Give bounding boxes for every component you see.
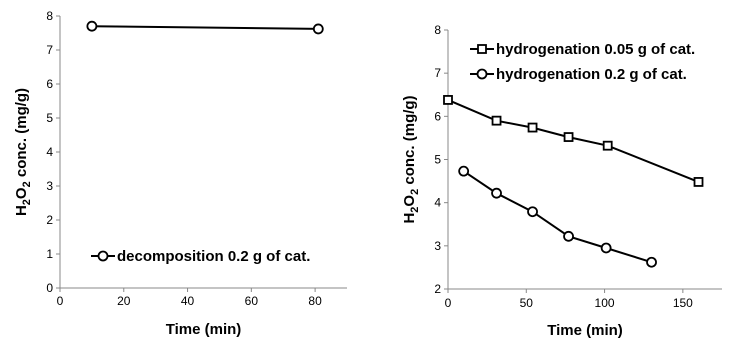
data-point xyxy=(491,115,502,126)
y-tick-label: 3 xyxy=(434,239,441,253)
series-line xyxy=(91,25,319,30)
data-point xyxy=(443,95,453,105)
data-point xyxy=(693,177,704,187)
legend-label: hydrogenation 0.2 g of cat. xyxy=(496,66,687,83)
x-axis-title: Time (min) xyxy=(547,322,623,339)
series-line xyxy=(447,98,699,183)
y-axis-title-part: O xyxy=(13,187,30,199)
y-tick-label: 5 xyxy=(434,153,441,167)
data-point xyxy=(646,256,657,268)
y-tick-label: 4 xyxy=(434,196,441,210)
legend-marker xyxy=(477,44,487,54)
y-axis-title: H2O2 conc. (mg/g) xyxy=(13,88,33,216)
y-tick-label: 8 xyxy=(46,9,53,23)
y-tick-label: 6 xyxy=(46,77,53,91)
x-tick-label: 20 xyxy=(117,294,131,308)
y-tick-label: 5 xyxy=(46,111,53,125)
data-point xyxy=(563,230,574,242)
data-point xyxy=(312,23,324,35)
x-tick-label: 150 xyxy=(673,296,693,310)
y-axis-title-part: H xyxy=(13,205,30,216)
y-axis-title-subscript: 2 xyxy=(21,199,33,205)
data-point xyxy=(527,122,538,133)
data-point xyxy=(458,165,470,177)
x-tick-label: 80 xyxy=(308,294,322,308)
data-point xyxy=(86,20,98,32)
legend-label: hydrogenation 0.05 g of cat. xyxy=(496,41,695,58)
y-tick-label: 6 xyxy=(434,109,441,123)
y-axis-title-part: O xyxy=(401,195,418,207)
x-tick-label: 40 xyxy=(181,294,195,308)
x-tick-label: 100 xyxy=(595,296,615,310)
data-point xyxy=(527,206,538,218)
y-tick-label: 3 xyxy=(46,179,53,193)
series-line xyxy=(463,170,652,264)
y-axis-title: H2O2 conc. (mg/g) xyxy=(401,95,421,223)
y-axis-title-subscript: 2 xyxy=(409,189,421,195)
data-point xyxy=(600,242,612,254)
y-axis-title-part: conc. (mg/g) xyxy=(13,88,30,181)
legend-marker xyxy=(476,68,488,80)
y-axis-title-part: H xyxy=(401,213,418,224)
x-axis-title: Time (min) xyxy=(166,321,242,338)
legend-marker xyxy=(97,250,109,262)
y-axis-title-subscript: 2 xyxy=(21,181,33,187)
legend-label: decomposition 0.2 g of cat. xyxy=(117,248,310,265)
x-tick-label: 50 xyxy=(520,296,534,310)
x-tick-label: 60 xyxy=(245,294,259,308)
data-point xyxy=(491,187,502,199)
y-axis-title-part: conc. (mg/g) xyxy=(401,95,418,188)
x-tick-label: 0 xyxy=(445,296,452,310)
x-tick-label: 0 xyxy=(57,294,64,308)
y-tick-label: 7 xyxy=(434,66,441,80)
y-tick-label: 0 xyxy=(46,281,53,295)
y-tick-label: 1 xyxy=(46,247,53,261)
y-tick-label: 7 xyxy=(46,43,53,57)
data-point xyxy=(563,132,574,142)
y-tick-label: 8 xyxy=(434,23,441,37)
y-tick-label: 2 xyxy=(434,282,441,296)
y-axis-title-subscript: 2 xyxy=(409,207,421,213)
y-tick-label: 4 xyxy=(46,145,53,159)
y-tick-label: 2 xyxy=(46,213,53,227)
data-point xyxy=(602,140,613,151)
